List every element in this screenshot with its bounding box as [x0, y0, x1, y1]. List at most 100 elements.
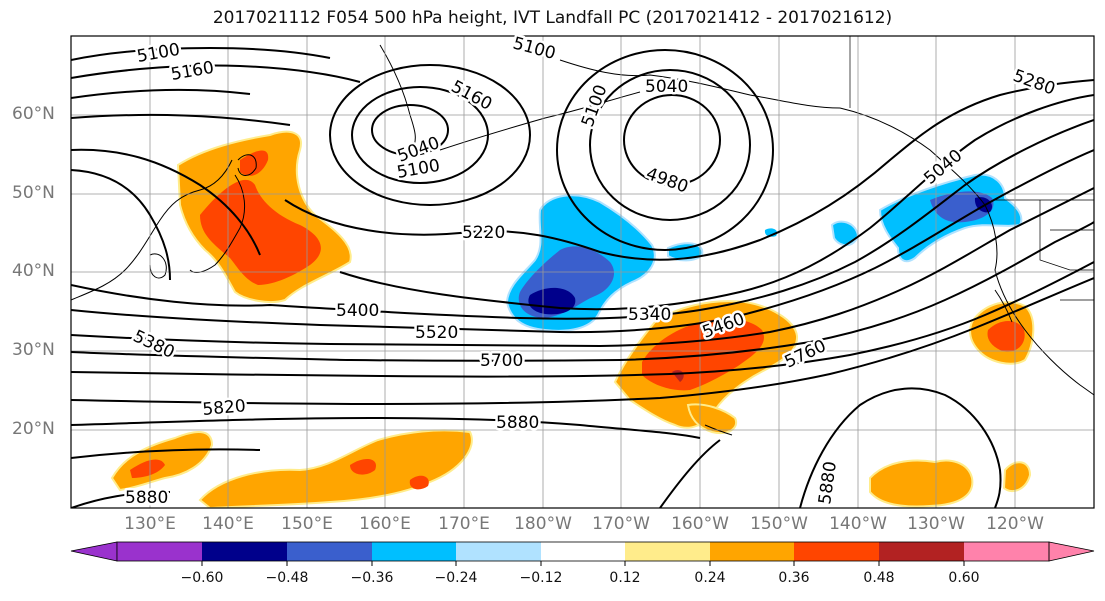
lat-label: 50°N — [12, 183, 55, 203]
colorbar-segment — [710, 542, 794, 561]
contour-line — [71, 88, 251, 99]
contour-label: 5100 — [578, 82, 612, 129]
contour-label: 5400 — [336, 301, 379, 321]
lat-label: 30°N — [12, 340, 55, 360]
ivt-region-tropics-west-core — [130, 459, 165, 478]
lon-label: 170°W — [592, 514, 650, 534]
contour-low-ring — [371, 104, 449, 156]
lon-label: 150°W — [750, 514, 808, 534]
contour-line — [71, 113, 291, 126]
colorbar-frame — [116, 541, 1050, 562]
contour-label: 5700 — [480, 351, 523, 371]
contour-line — [71, 448, 261, 459]
contour-label: 5880 — [125, 488, 168, 508]
contour-label: 5280 — [1010, 66, 1057, 100]
ivt-region-japan-top — [240, 150, 269, 176]
lon-label: 120°W — [986, 514, 1044, 534]
lon-label: 160°W — [671, 514, 729, 534]
coast-korea — [149, 253, 167, 279]
contour-line — [71, 149, 1094, 334]
colorbar-tick-label: 0.12 — [609, 570, 641, 586]
lon-label: 160°E — [359, 514, 411, 534]
colorbar-segment — [541, 542, 625, 561]
contour-line — [71, 221, 1094, 362]
contour-low-ring — [589, 69, 751, 221]
ivt-region-tropics-central-core-b — [409, 475, 429, 490]
contour-line — [339, 94, 1094, 311]
contour-label: 5100 — [135, 40, 181, 67]
colorbar-tick-label: 0.48 — [863, 570, 895, 586]
contour-label: 5380 — [130, 326, 178, 362]
colorbar-tick-label: −0.12 — [519, 570, 563, 586]
contour-low-ring — [329, 64, 531, 206]
political-boundaries — [849, 36, 1094, 301]
colorbar-tick-label: −0.36 — [350, 570, 394, 586]
colorbar-segment — [964, 542, 1049, 561]
map-frame — [70, 35, 1095, 509]
colorbar-tick-label: −0.24 — [434, 570, 478, 586]
ivt-negative-anomalies — [505, 173, 1023, 332]
coast-asia — [71, 159, 233, 301]
colorbar-tick-label: 0.60 — [948, 570, 980, 586]
contour-line — [71, 416, 701, 439]
lat-label: 20°N — [12, 419, 55, 439]
colorbar — [70, 541, 1095, 566]
contour-low-ring — [556, 49, 774, 251]
ivt-region-central-pacific-patch — [686, 403, 738, 434]
lon-label: 130°E — [124, 514, 176, 534]
contour-line — [71, 169, 171, 281]
coast-japan-north — [237, 154, 257, 176]
colorbar-tick-label: 0.24 — [694, 570, 726, 586]
contour-low-ring — [623, 94, 721, 186]
contour-line — [71, 46, 331, 61]
coast-alaska — [559, 59, 841, 109]
colorbar-segment — [117, 542, 202, 561]
colorbar-segment — [287, 542, 372, 561]
coastlines — [71, 44, 1094, 436]
contour-label: 5160 — [448, 77, 496, 115]
colorbar-segment — [879, 542, 964, 561]
coast-aleutians — [439, 91, 641, 151]
contour-label: 5160 — [169, 58, 215, 85]
map-title: 2017021112 F054 500 hPa height, IVT Land… — [212, 8, 893, 28]
contour-line — [71, 64, 361, 83]
lon-label: 130°W — [907, 514, 965, 534]
colorbar-segment — [202, 542, 287, 561]
lat-label: 40°N — [12, 261, 55, 281]
contour-line — [71, 261, 1094, 378]
contour-label: 4980 — [643, 164, 690, 198]
colorbar-arrow-left — [70, 541, 118, 562]
colorbar-tick-label: −0.48 — [265, 570, 309, 586]
contour-label: 5100 — [511, 34, 558, 65]
lon-label: 150°E — [281, 514, 333, 534]
contour-line — [71, 187, 1094, 348]
lat-label: 60°N — [12, 104, 55, 124]
colorbar-arrow-right — [1048, 541, 1095, 562]
colorbar-segment — [625, 542, 710, 561]
gridlines — [71, 36, 1094, 508]
ivt-region-tropics-central — [198, 429, 473, 508]
contour-label: 5520 — [415, 323, 458, 343]
contour-line — [659, 439, 721, 508]
colorbar-segment — [372, 542, 456, 561]
colorbar-tick-label: −0.60 — [180, 570, 224, 586]
ivt-region-tropics-east — [869, 459, 974, 508]
lon-label: 170°E — [438, 514, 490, 534]
contour-label: 5040 — [645, 77, 688, 97]
ivt-region-tropics-west — [110, 431, 214, 492]
boundary-states-a — [1039, 200, 1094, 271]
contour-label: 5340 — [628, 305, 671, 325]
ivt-region-small-blue-a — [830, 220, 860, 247]
contour-label: 5220 — [462, 223, 505, 243]
lon-label: 140°E — [202, 514, 254, 534]
contour-label: 5820 — [202, 396, 247, 420]
ivt-region-japan-core — [200, 179, 321, 285]
contour-line — [71, 491, 171, 508]
contour-line — [71, 277, 1094, 406]
contour-label: 5880 — [496, 413, 539, 433]
contour-line — [284, 79, 1094, 261]
height-contours — [71, 46, 1094, 508]
colorbar-tick-label: 0.36 — [778, 570, 810, 586]
lon-label: 140°W — [829, 514, 887, 534]
